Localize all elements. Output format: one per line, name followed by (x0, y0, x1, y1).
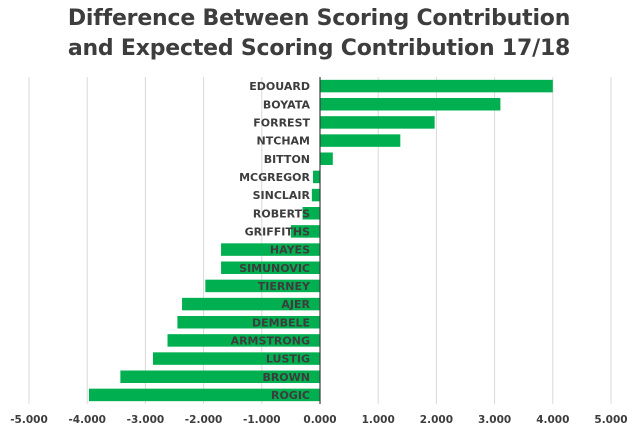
bar (320, 98, 501, 111)
bar (320, 116, 435, 129)
x-tick-label: 2.000 (420, 414, 453, 426)
bar (167, 334, 320, 347)
category-label: BITTON (264, 153, 310, 166)
bar (320, 134, 401, 147)
category-label: ROGIC (271, 389, 310, 402)
bar (320, 152, 333, 165)
category-label: HAYES (270, 244, 310, 257)
x-tick-label: -5.000 (10, 414, 48, 426)
category-label: MCGREGOR (239, 171, 310, 184)
x-tick-label: -1.000 (243, 414, 281, 426)
x-tick-label: 0.000 (303, 414, 336, 426)
x-tick-label: -4.000 (68, 414, 106, 426)
category-label: SIMUNOVIC (239, 262, 310, 275)
bar (152, 352, 320, 365)
category-label: FORREST (253, 116, 310, 129)
bar (205, 279, 320, 293)
x-tick-label: 1.000 (362, 414, 395, 426)
category-label: SINCLAIR (253, 189, 311, 202)
category-label: ARMSTRONG (231, 334, 310, 347)
category-label: ROBERTS (253, 207, 310, 220)
bar (177, 316, 320, 329)
category-label: BOYATA (263, 98, 311, 111)
bar (302, 207, 320, 220)
bar (290, 225, 320, 238)
x-tick-label: 4.000 (536, 414, 569, 426)
category-label: LUSTIG (266, 353, 310, 366)
bar (221, 243, 320, 256)
category-label: AJER (281, 298, 310, 311)
bar (320, 79, 553, 93)
bar (221, 261, 320, 274)
bar (120, 370, 321, 383)
chart-title-line-2: and Expected Scoring Contribution 17/18 (67, 36, 571, 61)
category-label: NTCHAM (257, 135, 310, 148)
category-label: DEMBELE (252, 316, 310, 329)
category-label: BROWN (262, 371, 310, 384)
chart-title: Difference Between Scoring Contribution … (0, 4, 638, 64)
category-label: GRIFFITHS (245, 225, 310, 238)
category-label: EDOUARD (249, 80, 310, 93)
chart-title-line-1: Difference Between Scoring Contribution (67, 6, 571, 31)
x-tick-label: 3.000 (478, 414, 511, 426)
x-tick-label: -3.000 (127, 414, 165, 426)
category-label: TIERNEY (258, 280, 311, 293)
x-tick-label: 5.000 (594, 414, 627, 426)
bar (182, 297, 320, 311)
x-tick-label: -2.000 (185, 414, 223, 426)
bar (311, 188, 320, 202)
bar (313, 170, 320, 184)
bar (88, 388, 320, 402)
